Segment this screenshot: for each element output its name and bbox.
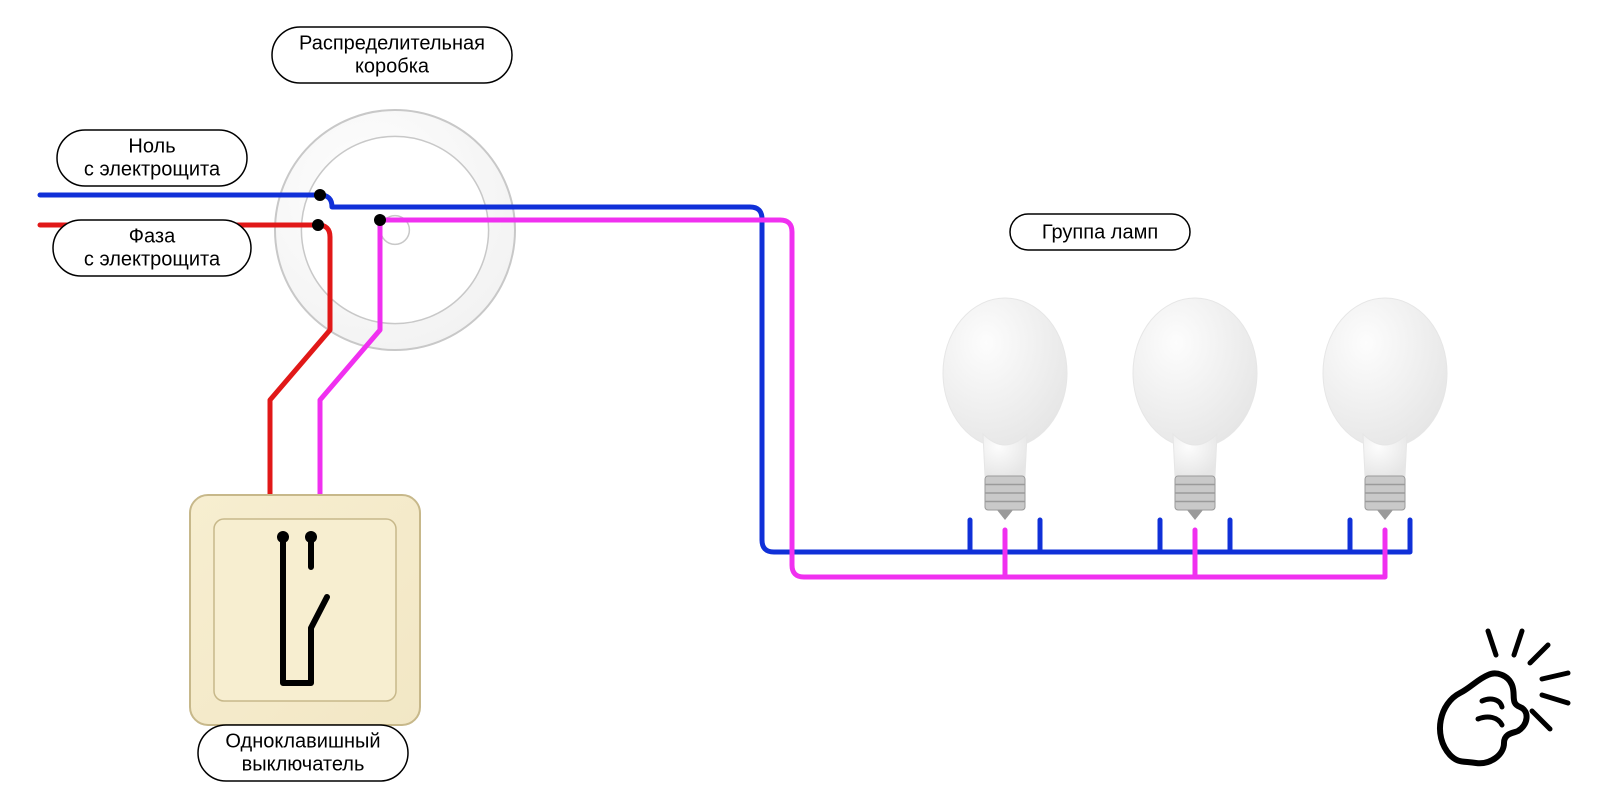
wall-switch <box>190 495 420 725</box>
svg-text:Ноль: Ноль <box>128 135 175 157</box>
light-bulb <box>1133 298 1257 520</box>
label-switch: Одноклавишныйвыключатель <box>198 725 408 781</box>
svg-text:Распределительная: Распределительная <box>299 32 485 54</box>
logo-icon <box>1440 631 1568 763</box>
svg-text:выключатель: выключатель <box>242 753 365 775</box>
label-lamps: Группа ламп <box>1010 214 1190 250</box>
wire-node <box>314 189 326 201</box>
wire-node <box>374 214 386 226</box>
svg-text:с электрощита: с электрощита <box>84 248 221 270</box>
wire-node <box>312 219 324 231</box>
label-neutral: Нольс электрощита <box>57 130 247 186</box>
svg-text:Фаза: Фаза <box>129 225 176 247</box>
label-junction_box: Распределительнаякоробка <box>272 27 512 83</box>
svg-text:Группа ламп: Группа ламп <box>1042 221 1158 243</box>
light-bulb <box>1323 298 1447 520</box>
svg-text:коробка: коробка <box>355 55 430 77</box>
svg-text:с электрощита: с электрощита <box>84 158 221 180</box>
light-bulb <box>943 298 1067 520</box>
label-phase: Фазас электрощита <box>53 220 251 276</box>
junction-box <box>275 110 515 350</box>
svg-text:Одноклавишный: Одноклавишный <box>225 730 380 752</box>
